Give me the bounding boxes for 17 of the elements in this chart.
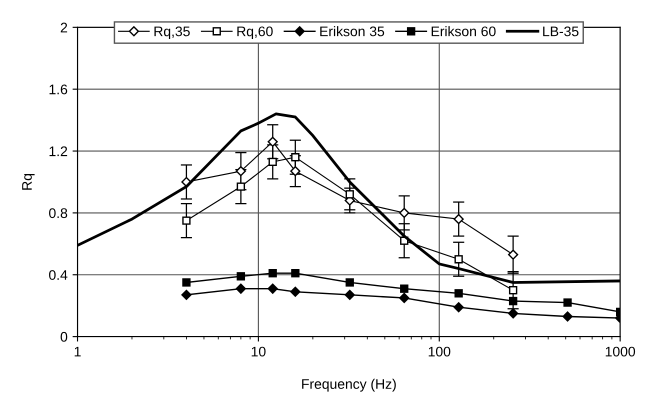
- y-tick-label: 1.6: [50, 84, 68, 94]
- y-tick-label: 0.4: [49, 270, 68, 280]
- x-axis-title: Frequency (Hz): [302, 378, 396, 392]
- x-tick-label: 1000: [606, 346, 636, 357]
- legend-label: Rq,35: [154, 26, 190, 40]
- y-tick-label: 2: [60, 22, 68, 32]
- y-tick-label: 1.2: [50, 146, 68, 156]
- legend-label: Rq,60: [237, 26, 273, 40]
- legend-label: Erikson 60: [432, 26, 496, 36]
- x-tick-label: 100: [428, 346, 450, 357]
- legend-label: LB-35: [543, 26, 578, 36]
- x-tick-label: 10: [252, 346, 266, 357]
- y-tick-label: 0.8: [49, 208, 68, 218]
- legend-label: Erikson 35: [320, 26, 384, 36]
- y-tick-label: 0: [60, 332, 68, 342]
- x-tick-label: 1: [74, 346, 81, 356]
- y-axis-title: Rq: [22, 174, 35, 190]
